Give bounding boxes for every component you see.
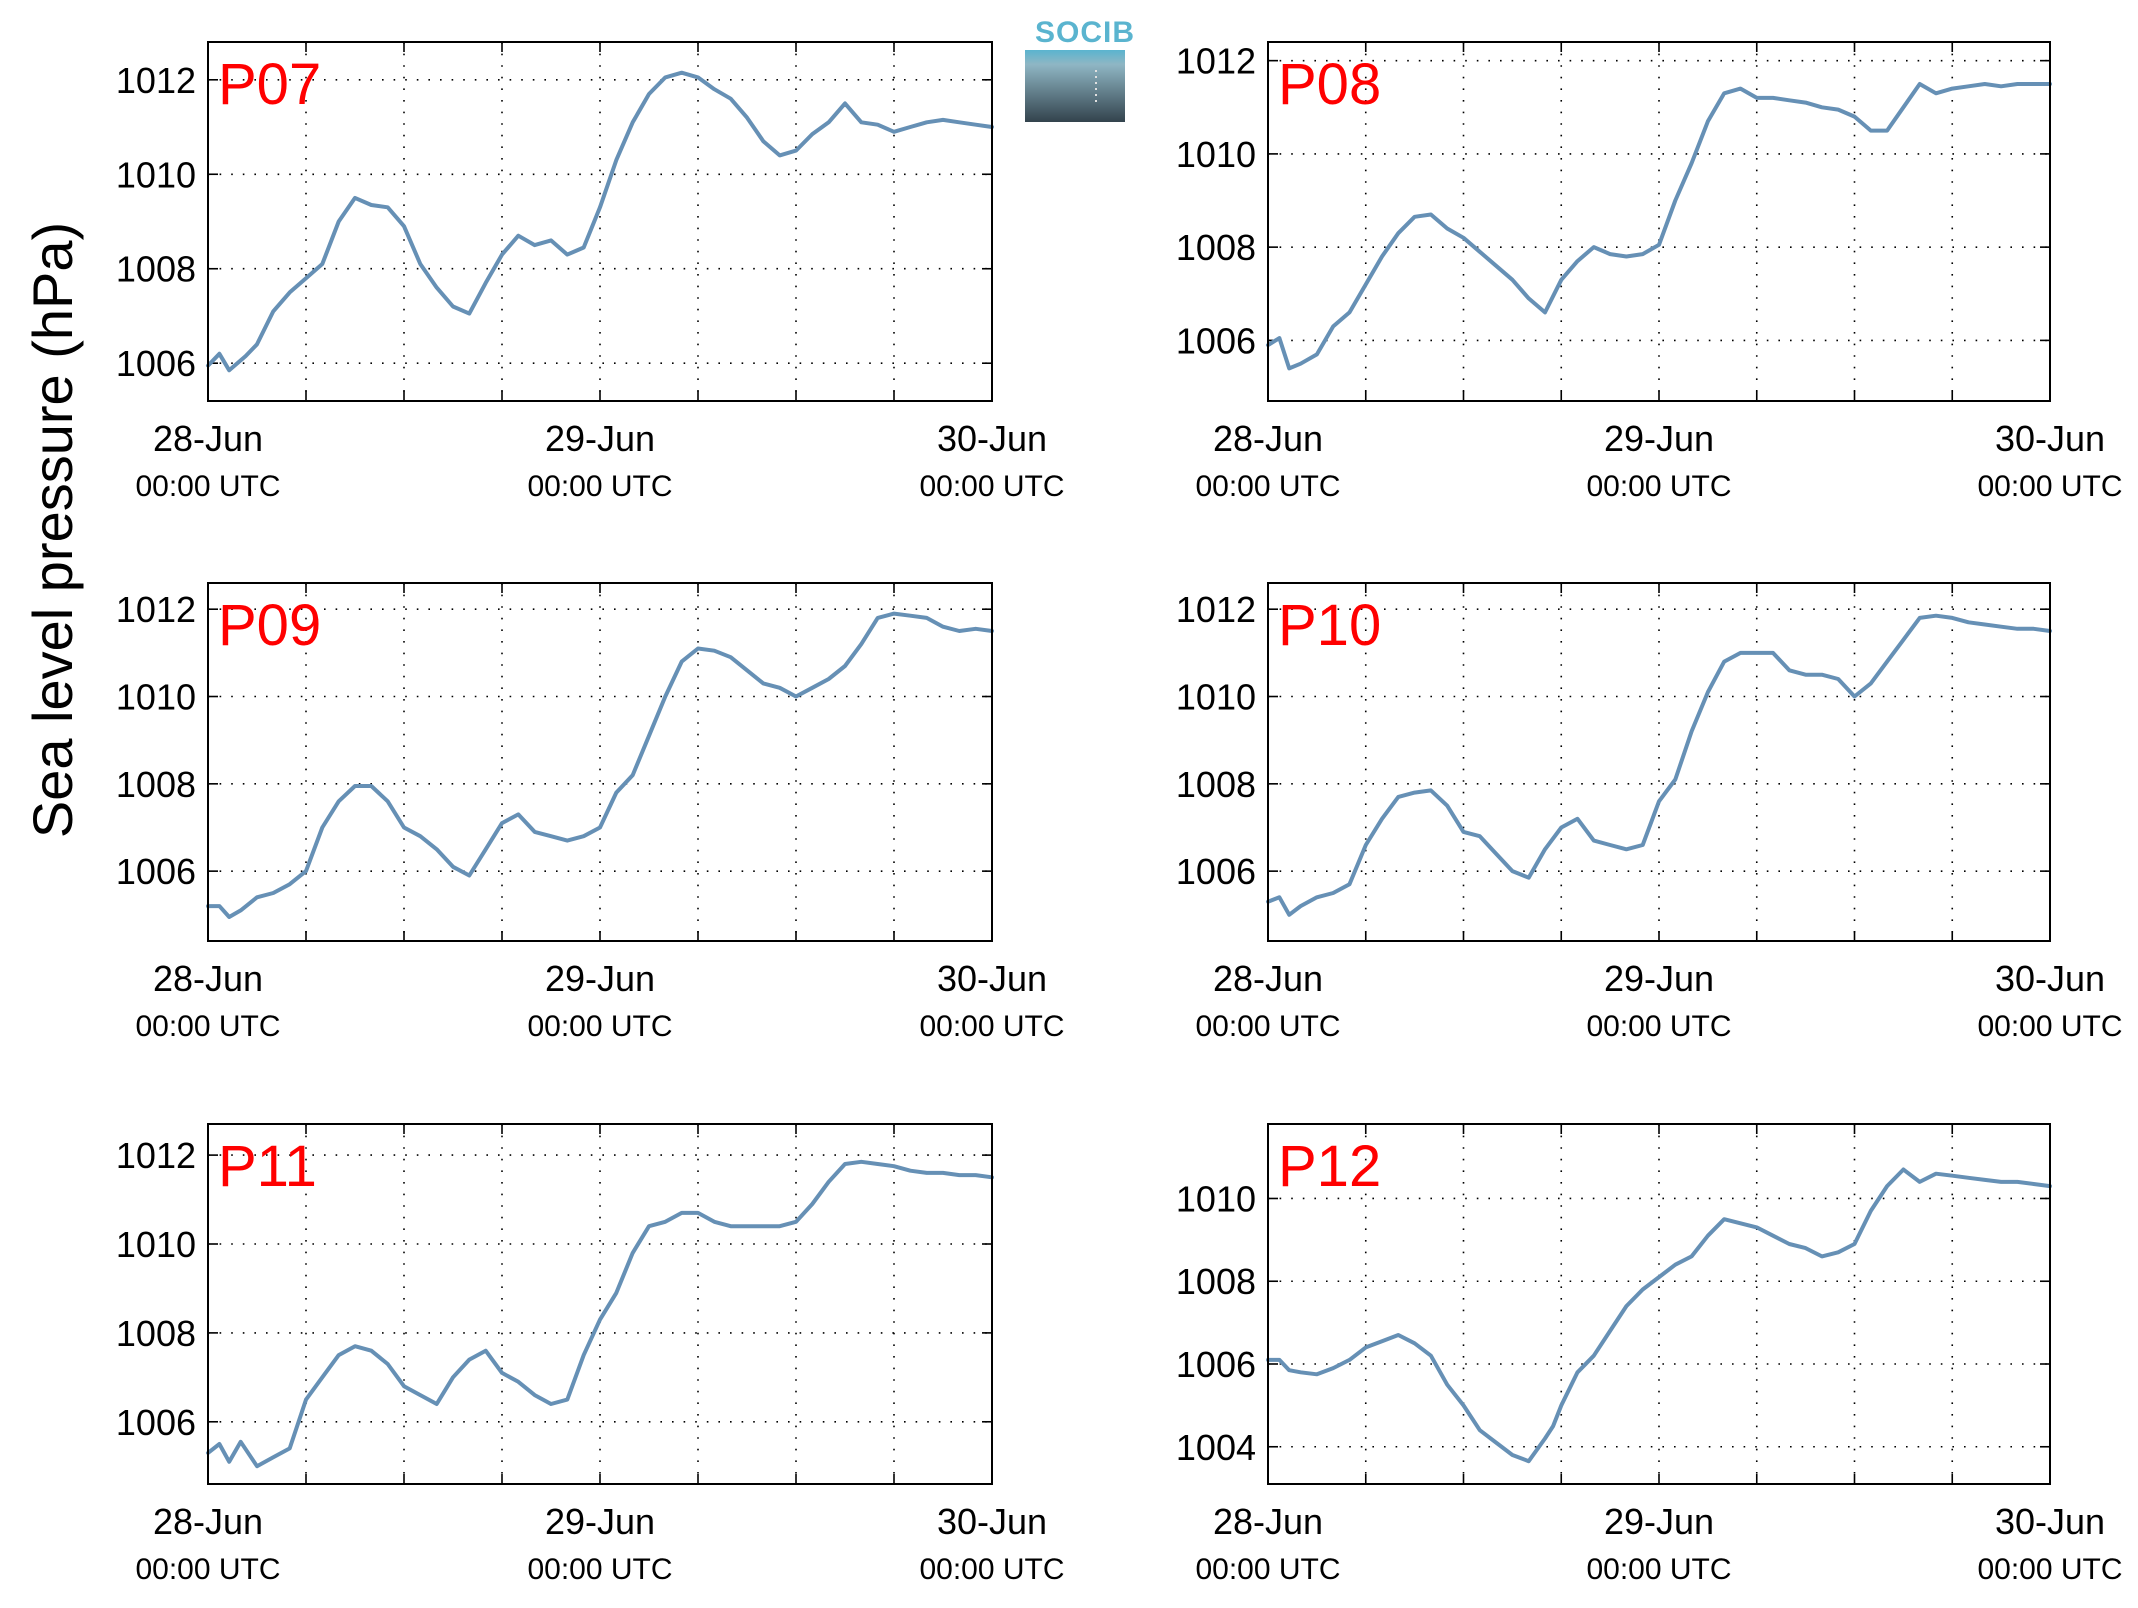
x-tick-label-time: 00:00 UTC — [1977, 1553, 2122, 1586]
panel-title: P10 — [1278, 593, 1381, 658]
x-tick-label-time: 00:00 UTC — [1586, 1010, 1731, 1043]
y-tick-label: 1004 — [1176, 1427, 1256, 1468]
y-tick-label: 1006 — [1176, 320, 1256, 361]
y-tick-label: 1010 — [1176, 1178, 1256, 1219]
x-tick-label-date: 29-Jun — [1604, 958, 1714, 999]
x-tick-label-time: 00:00 UTC — [1195, 470, 1340, 503]
x-tick-label-time: 00:00 UTC — [1195, 1010, 1340, 1043]
panel-p12: 1004 1006 1008 1010 28-Jun 00:00 UTC 29-Jun 00:… — [1176, 1123, 2123, 1586]
panel-p09: 1006 1008 1010 1012 28-Jun 00:00 UTC 29-Jun 00:… — [116, 582, 1065, 1043]
panel-title: P08 — [1278, 52, 1381, 117]
series-line — [1266, 613, 2052, 917]
y-tick-label: 1012 — [1176, 41, 1256, 82]
x-tick-label-time: 00:00 UTC — [135, 470, 280, 503]
panel-title: P07 — [218, 52, 321, 117]
axes-frame — [1267, 582, 2051, 942]
y-tick-label: 1012 — [116, 60, 196, 101]
series-line — [1266, 82, 2052, 371]
panel-p11: 1006 1008 1010 1012 28-Jun 00:00 UTC 29-Jun 00:… — [116, 1123, 1065, 1586]
panels: 1006 1008 1010 1012 28-Jun 00:00 UTC 29-Jun 00:… — [116, 41, 2123, 1586]
x-tick-label-time: 00:00 UTC — [527, 1553, 672, 1586]
socib-logo: SOCIB — [1025, 16, 1135, 122]
x-tick-label-time: 00:00 UTC — [1586, 1553, 1731, 1586]
x-tick-label-date: 29-Jun — [1604, 418, 1714, 459]
x-tick-label-time: 00:00 UTC — [1586, 470, 1731, 503]
x-tick-label-date: 28-Jun — [153, 958, 263, 999]
panel-p07: 1006 1008 1010 1012 28-Jun 00:00 UTC 29-Jun 00:… — [116, 41, 1065, 503]
y-axis-label: Sea level pressure (hPa) — [21, 222, 84, 838]
y-tick-label: 1006 — [1176, 851, 1256, 892]
panel-title: P12 — [1278, 1134, 1381, 1199]
x-tick-label-time: 00:00 UTC — [919, 1010, 1064, 1043]
series-line — [206, 611, 994, 919]
y-tick-label: 1012 — [116, 589, 196, 630]
x-tick-label-date: 28-Jun — [153, 418, 263, 459]
y-tick-label: 1010 — [116, 677, 196, 718]
x-tick-label-time: 00:00 UTC — [1195, 1553, 1340, 1586]
axes-frame — [207, 1123, 993, 1485]
axes-frame — [1267, 1123, 2051, 1485]
panel-title: P11 — [218, 1134, 317, 1199]
x-tick-label-time: 00:00 UTC — [919, 1553, 1064, 1586]
y-tick-label: 1008 — [116, 764, 196, 805]
x-tick-label-date: 28-Jun — [1213, 958, 1323, 999]
x-tick-label-date: 29-Jun — [1604, 1501, 1714, 1542]
y-tick-label: 1012 — [1176, 589, 1256, 630]
x-tick-label-time: 00:00 UTC — [1977, 470, 2122, 503]
y-tick-label: 1010 — [1176, 134, 1256, 175]
y-tick-label: 1012 — [116, 1135, 196, 1176]
x-tick-label-time: 00:00 UTC — [919, 470, 1064, 503]
x-tick-label-date: 30-Jun — [937, 958, 1047, 999]
x-tick-label-time: 00:00 UTC — [135, 1010, 280, 1043]
x-tick-label-date: 29-Jun — [545, 958, 655, 999]
y-tick-label: 1008 — [1176, 227, 1256, 268]
x-tick-label-date: 30-Jun — [937, 1501, 1047, 1542]
y-tick-label: 1006 — [116, 851, 196, 892]
x-tick-label-time: 00:00 UTC — [527, 1010, 672, 1043]
x-tick-label-time: 00:00 UTC — [1977, 1010, 2122, 1043]
x-tick-label-date: 28-Jun — [153, 1501, 263, 1542]
y-tick-label: 1006 — [1176, 1344, 1256, 1385]
y-tick-label: 1008 — [116, 249, 196, 290]
x-tick-label-date: 30-Jun — [937, 418, 1047, 459]
x-tick-label-date: 30-Jun — [1995, 418, 2105, 459]
axes-frame — [207, 41, 993, 402]
x-tick-label-date: 28-Jun — [1213, 418, 1323, 459]
y-tick-label: 1010 — [116, 154, 196, 195]
panel-title: P09 — [218, 593, 321, 658]
x-tick-label-date: 28-Jun — [1213, 1501, 1323, 1542]
y-tick-label: 1010 — [116, 1224, 196, 1265]
x-tick-label-time: 00:00 UTC — [527, 470, 672, 503]
x-tick-label-date: 30-Jun — [1995, 1501, 2105, 1542]
panel-p10: 1006 1008 1010 1012 28-Jun 00:00 UTC 29-Jun 00:… — [1176, 582, 2123, 1043]
panel-p08: 1006 1008 1010 1012 28-Jun 00:00 UTC 29-Jun 00:… — [1176, 41, 2123, 503]
y-tick-label: 1008 — [1176, 764, 1256, 805]
logo-block — [1025, 50, 1125, 122]
y-tick-label: 1008 — [1176, 1261, 1256, 1302]
x-tick-label-date: 29-Jun — [545, 1501, 655, 1542]
y-tick-label: 1006 — [116, 1402, 196, 1443]
x-tick-label-date: 29-Jun — [545, 418, 655, 459]
series-line — [206, 70, 994, 373]
series-line — [206, 1159, 994, 1469]
x-tick-label-time: 00:00 UTC — [135, 1553, 280, 1586]
logo-text: SOCIB — [1035, 16, 1135, 49]
y-tick-label: 1010 — [1176, 677, 1256, 718]
axes-frame — [207, 582, 993, 942]
y-tick-label: 1008 — [116, 1313, 196, 1354]
series-line — [1266, 1167, 2052, 1464]
axes-frame — [1267, 41, 2051, 402]
x-tick-label-date: 30-Jun — [1995, 958, 2105, 999]
y-tick-label: 1006 — [116, 343, 196, 384]
